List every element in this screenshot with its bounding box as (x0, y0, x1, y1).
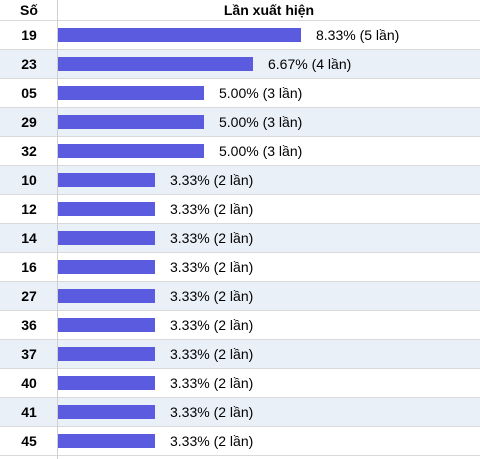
number-cell: 10 (21, 172, 37, 188)
frequency-bar (58, 173, 155, 187)
frequency-bar (58, 289, 155, 303)
number-cell: 05 (21, 85, 37, 101)
frequency-bar (58, 231, 155, 245)
table-row: 05 5.00% (3 lần) (0, 79, 480, 108)
table-row: 41 3.33% (2 lần) (0, 398, 480, 427)
number-cell: 40 (21, 375, 37, 391)
table-row: 36 3.33% (2 lần) (0, 311, 480, 340)
frequency-bar (58, 347, 155, 361)
table-row: 45 3.33% (2 lần) (0, 427, 480, 456)
number-cell: 41 (21, 404, 37, 420)
number-cell: 32 (21, 143, 37, 159)
frequency-bar (58, 376, 155, 390)
frequency-label: 3.33% (2 lần) (170, 375, 254, 391)
table-row: 27 3.33% (2 lần) (0, 282, 480, 311)
frequency-label: 6.67% (4 lần) (268, 56, 352, 72)
frequency-bar (58, 405, 155, 419)
number-cell: 36 (21, 317, 37, 333)
frequency-bar (58, 57, 253, 71)
table-row: 14 3.33% (2 lần) (0, 224, 480, 253)
frequency-label: 3.33% (2 lần) (170, 317, 254, 333)
table-row: 16 3.33% (2 lần) (0, 253, 480, 282)
column-divider (57, 0, 58, 459)
frequency-bar (58, 434, 155, 448)
frequency-label: 3.33% (2 lần) (170, 404, 254, 420)
frequency-bar (58, 202, 155, 216)
table-row: 37 3.33% (2 lần) (0, 340, 480, 369)
number-cell: 19 (21, 27, 37, 43)
frequency-label: 8.33% (5 lần) (316, 27, 400, 43)
number-cell: 23 (21, 56, 37, 72)
number-cell: 37 (21, 346, 37, 362)
table-row: 29 5.00% (3 lần) (0, 108, 480, 137)
number-cell: 12 (21, 201, 37, 217)
frequency-column-header: Lần xuất hiện (223, 2, 315, 18)
frequency-label: 3.33% (2 lần) (170, 288, 254, 304)
frequency-bar (58, 260, 155, 274)
frequency-bar (58, 86, 204, 100)
frequency-label: 3.33% (2 lần) (170, 346, 254, 362)
frequency-bar (58, 115, 204, 129)
frequency-label: 5.00% (3 lần) (219, 85, 303, 101)
frequency-label: 3.33% (2 lần) (170, 433, 254, 449)
number-cell: 14 (21, 230, 37, 246)
number-column-header: Số (20, 2, 38, 18)
number-cell: 16 (21, 259, 37, 275)
table-row: 19 8.33% (5 lần) (0, 21, 480, 50)
frequency-bar (58, 28, 301, 42)
table-row: 23 6.67% (4 lần) (0, 50, 480, 79)
frequency-label: 3.33% (2 lần) (170, 259, 254, 275)
frequency-label: 3.33% (2 lần) (170, 172, 254, 188)
table-row: 10 3.33% (2 lần) (0, 166, 480, 195)
number-cell: 27 (21, 288, 37, 304)
frequency-label: 3.33% (2 lần) (170, 201, 254, 217)
frequency-label: 5.00% (3 lần) (219, 143, 303, 159)
frequency-label: 3.33% (2 lần) (170, 230, 254, 246)
table-row: 32 5.00% (3 lần) (0, 137, 480, 166)
number-cell: 29 (21, 114, 37, 130)
frequency-bar (58, 318, 155, 332)
number-cell: 45 (21, 433, 37, 449)
frequency-bar (58, 144, 204, 158)
frequency-label: 5.00% (3 lần) (219, 114, 303, 130)
table-row: 40 3.33% (2 lần) (0, 369, 480, 398)
table-row: 12 3.33% (2 lần) (0, 195, 480, 224)
table-header: Số Lần xuất hiện (0, 0, 480, 21)
